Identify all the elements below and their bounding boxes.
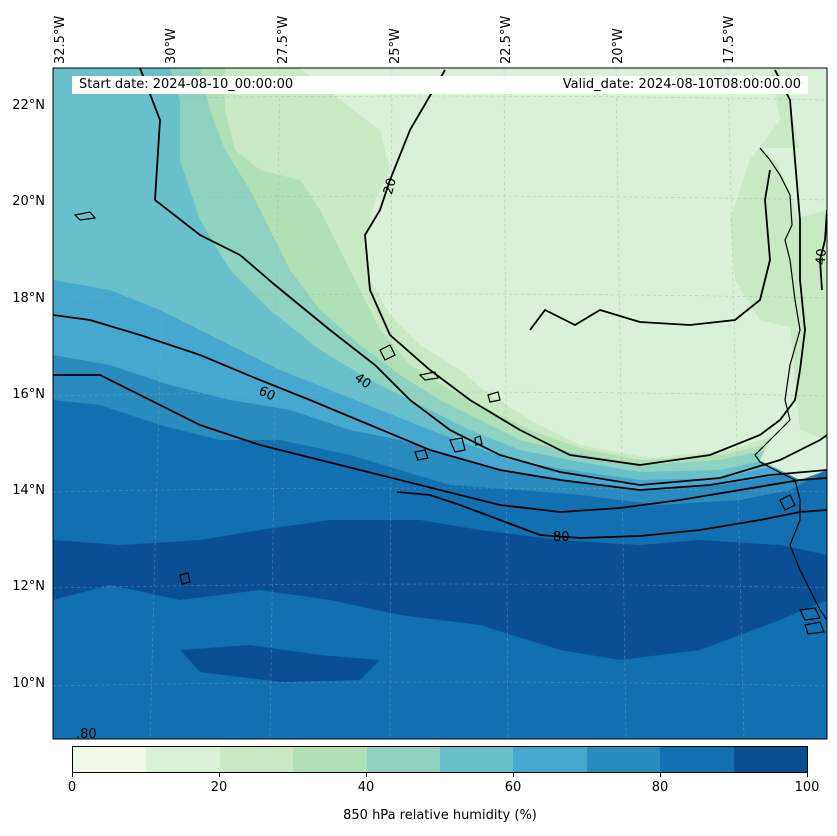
colorbar-tick-40: 40: [357, 780, 375, 795]
colorbar-segment: [293, 747, 367, 772]
lat-label-16: 16°N: [12, 387, 45, 402]
contour-label-20: 20: [381, 176, 400, 196]
lon-label-22-5: 22.5°W: [499, 15, 514, 64]
colorbar-segment: [586, 747, 661, 772]
island-3: [418, 371, 439, 381]
contour-20: [364, 69, 806, 466]
colorbar-segment: [660, 747, 734, 772]
contour-label-40-east: 40: [814, 248, 830, 266]
contour-lines: [53, 68, 827, 539]
colorbar-tick-60: 60: [504, 780, 522, 795]
lon-label-32-5: 32.5°W: [53, 15, 68, 64]
island-10: [799, 607, 821, 621]
coast-africa: [754, 147, 827, 621]
colorbar-segment: [146, 747, 220, 772]
fill-90-patch: [180, 645, 380, 682]
lon-label-20: 20°W: [611, 28, 626, 64]
contour-40-east: [819, 209, 827, 291]
colorbar-label: 850 hPa relative humidity (%): [343, 808, 537, 823]
contour-80: [396, 491, 827, 539]
contour-20-inner: [529, 169, 771, 331]
island-5: [449, 437, 466, 453]
contour-label-80-corner: .80: [76, 727, 97, 742]
colorbar-tick: [366, 773, 367, 777]
island-7: [474, 435, 483, 446]
date-banner: Start date: 2024-08-10_00:00:00 Valid_da…: [72, 76, 808, 94]
island-1: [73, 211, 97, 221]
lat-label-22: 22°N: [12, 98, 45, 113]
island-11: [804, 621, 825, 635]
lat-label-20: 20°N: [12, 194, 45, 209]
colorbar: [72, 746, 808, 773]
lat-label-10: 10°N: [12, 676, 45, 691]
contour-label-60: 60: [256, 384, 277, 405]
fill-80-90-south: [53, 585, 827, 739]
colorbar-tick-20: 20: [210, 780, 228, 795]
island-2: [379, 344, 396, 361]
colorbar-segment: [513, 747, 587, 772]
contour-60: [53, 314, 827, 491]
colorbar-segment: [366, 747, 441, 772]
colorbar-tick: [660, 773, 661, 777]
start-date: Start date: 2024-08-10_00:00:00: [79, 77, 294, 92]
contour-label-80: 80: [553, 530, 570, 545]
coastlines: [73, 147, 827, 635]
colorbar-tick-100: 100: [794, 780, 820, 795]
island-8: [179, 572, 191, 585]
colorbar-tick: [807, 773, 808, 777]
island-6: [414, 449, 429, 461]
lon-label-25: 25°W: [388, 28, 403, 64]
colorbar-tick-80: 80: [651, 780, 669, 795]
island-4: [487, 391, 501, 403]
valid-date: Valid_date: 2024-08-10T08:00:00.00: [562, 77, 801, 92]
lon-label-30: 30°W: [164, 28, 179, 64]
lat-label-18: 18°N: [12, 291, 45, 306]
colorbar-tick: [72, 773, 73, 777]
fill-10-20: [300, 68, 827, 458]
colorbar-segment: [733, 747, 808, 772]
colorbar-tick: [219, 773, 220, 777]
colorbar-segment: [440, 747, 514, 772]
lon-label-17-5: 17.5°W: [722, 15, 737, 64]
colorbar-segment: [219, 747, 294, 772]
island-9: [779, 494, 796, 511]
colorbar-segment: [73, 747, 147, 772]
contour-40: [139, 68, 827, 486]
lon-label-27-5: 27.5°W: [276, 15, 291, 64]
colorbar-tick-0: 0: [67, 780, 77, 795]
colorbar-tick: [513, 773, 514, 777]
map-frame: [52, 67, 828, 740]
lat-label-12: 12°N: [12, 579, 45, 594]
contour-70: [53, 374, 827, 513]
lat-label-14: 14°N: [12, 483, 45, 498]
